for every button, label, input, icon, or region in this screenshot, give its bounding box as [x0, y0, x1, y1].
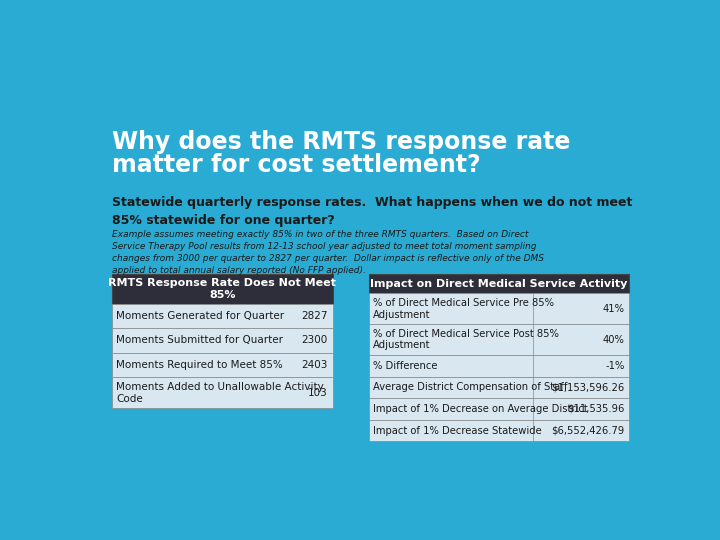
Text: $11,535.96: $11,535.96: [567, 404, 625, 414]
FancyBboxPatch shape: [112, 328, 333, 353]
Text: $1,153,596.26: $1,153,596.26: [552, 382, 625, 393]
Text: matter for cost settlement?: matter for cost settlement?: [112, 153, 480, 177]
FancyBboxPatch shape: [112, 303, 333, 328]
Text: Why does the RMTS response rate: Why does the RMTS response rate: [112, 130, 570, 154]
FancyBboxPatch shape: [369, 294, 629, 325]
Text: 2300: 2300: [302, 335, 328, 346]
Text: % Difference: % Difference: [373, 361, 437, 371]
Text: Impact of 1% Decrease on Average District: Impact of 1% Decrease on Average Distric…: [373, 404, 588, 414]
Text: $6,552,426.79: $6,552,426.79: [552, 426, 625, 436]
FancyBboxPatch shape: [112, 377, 333, 408]
Text: 40%: 40%: [603, 335, 625, 345]
FancyBboxPatch shape: [112, 353, 333, 377]
FancyBboxPatch shape: [369, 398, 629, 420]
Text: -1%: -1%: [606, 361, 625, 371]
Text: Moments Added to Unallowable Activity
Code: Moments Added to Unallowable Activity Co…: [117, 382, 324, 403]
Text: % of Direct Medical Service Post 85%
Adjustment: % of Direct Medical Service Post 85% Adj…: [373, 329, 559, 350]
Text: Impact on Direct Medical Service Activity: Impact on Direct Medical Service Activit…: [370, 279, 628, 289]
Text: % of Direct Medical Service Pre 85%
Adjustment: % of Direct Medical Service Pre 85% Adju…: [373, 298, 554, 320]
Text: Impact of 1% Decrease Statewide: Impact of 1% Decrease Statewide: [373, 426, 541, 436]
Text: Example assumes meeting exactly 85% in two of the three RMTS quarters.  Based on: Example assumes meeting exactly 85% in t…: [112, 231, 544, 275]
Text: 41%: 41%: [603, 304, 625, 314]
Text: 2403: 2403: [302, 360, 328, 370]
Text: RMTS Response Rate Does Not Meet
85%: RMTS Response Rate Does Not Meet 85%: [108, 278, 336, 300]
Text: 2827: 2827: [302, 311, 328, 321]
Text: Moments Required to Meet 85%: Moments Required to Meet 85%: [117, 360, 283, 370]
Text: Moments Generated for Quarter: Moments Generated for Quarter: [117, 311, 284, 321]
FancyBboxPatch shape: [369, 377, 629, 398]
FancyBboxPatch shape: [369, 355, 629, 377]
FancyBboxPatch shape: [369, 274, 629, 294]
Text: Moments Submitted for Quarter: Moments Submitted for Quarter: [117, 335, 284, 346]
Text: Average District Compensation of Staff: Average District Compensation of Staff: [373, 382, 567, 393]
FancyBboxPatch shape: [369, 420, 629, 441]
FancyBboxPatch shape: [369, 325, 629, 355]
FancyBboxPatch shape: [112, 274, 333, 303]
Text: Statewide quarterly response rates.  What happens when we do not meet
85% statew: Statewide quarterly response rates. What…: [112, 195, 632, 227]
Text: 103: 103: [308, 388, 328, 398]
